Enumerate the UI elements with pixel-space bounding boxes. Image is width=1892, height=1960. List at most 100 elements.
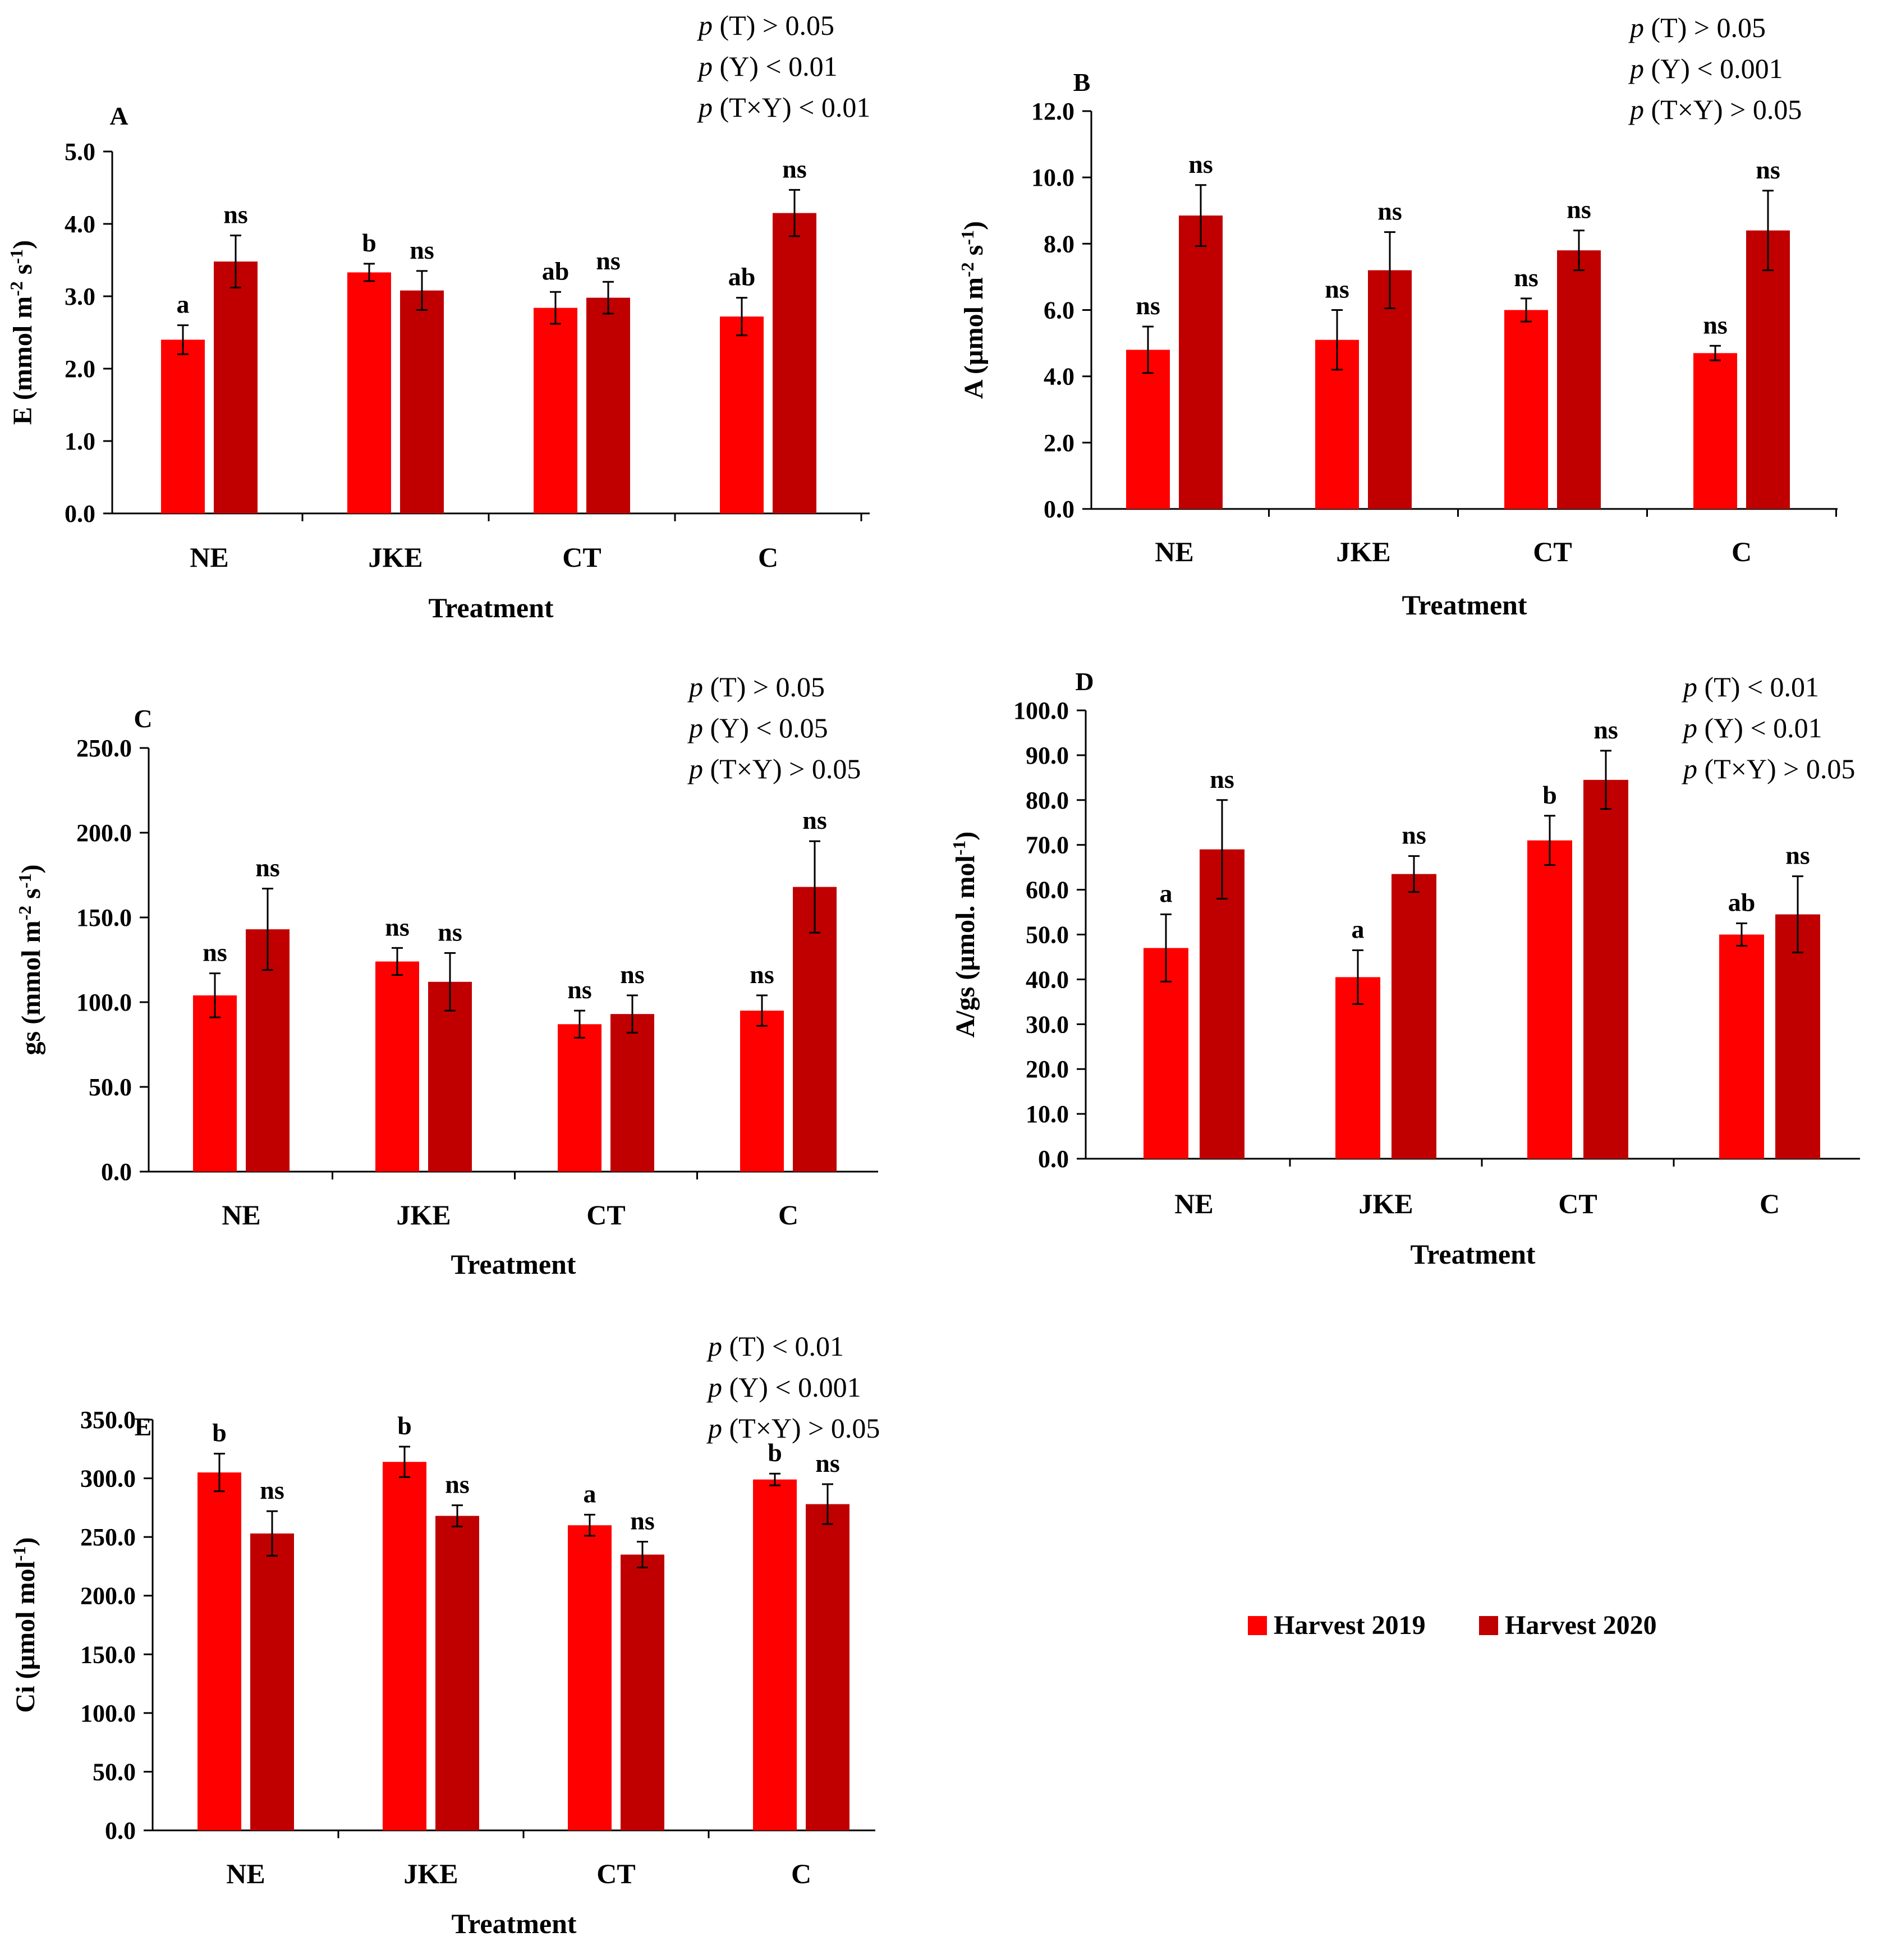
chart-a-bar-2019 [347,272,391,513]
chart-d-significance-label: a [1160,879,1173,908]
chart-a-category-label: JKE [368,541,423,573]
chart-a-category-label: NE [190,541,228,573]
chart-d-bar-2019 [1527,840,1572,1159]
chart-e-significance-label: b [768,1438,782,1467]
chart-d-significance-label: a [1352,915,1365,943]
chart-a-significance-label: ns [223,200,247,229]
chart-e-bar-2019 [753,1479,797,1830]
chart-a-significance-label: ab [728,263,756,291]
chart-c-panel-letter: C [134,704,152,733]
chart-c-category-label: JKE [396,1199,451,1231]
chart-d-panel-letter: D [1075,667,1094,696]
chart-c-significance-label: ns [385,912,409,941]
chart-e-bar-2019 [383,1462,426,1830]
chart-c-bar-2019 [740,1011,784,1172]
chart-c-significance-label: ns [255,853,279,882]
chart-a-stat-line: p (T×Y) < 0.01 [697,91,870,123]
chart-a-ytick-label: 1.0 [65,428,95,455]
chart-e-ytick-label: 250.0 [80,1523,136,1551]
chart-b-category-label: CT [1533,536,1572,567]
chart-e-bar-2020 [621,1554,664,1830]
chart-d-bar-2019 [1144,948,1188,1159]
chart-d-bar-2020 [1200,849,1245,1159]
chart-e-ytick-label: 0.0 [105,1817,136,1844]
chart-b-x-axis-title: Treatment [1402,589,1527,621]
chart-b-category-label: NE [1155,536,1193,567]
chart-c-category-label: C [778,1199,798,1231]
chart-b-ytick-label: 2.0 [1044,429,1074,457]
chart-a-significance-label: a [177,290,190,319]
chart-b-ytick-label: 10.0 [1031,164,1074,191]
chart-c-ytick-label: 150.0 [76,904,132,931]
chart-e-panel-letter: E [135,1412,152,1441]
legend-label-2020: Harvest 2020 [1505,1610,1657,1640]
chart-c-bar-2019 [558,1024,601,1172]
chart-e-bar-2020 [435,1516,479,1830]
chart-a-ytick-label: 4.0 [65,210,95,238]
legend-swatch-2020 [1479,1616,1498,1635]
chart-b-stat-line: p (T×Y) > 0.05 [1628,94,1802,125]
chart-c-bar-2020 [428,981,472,1172]
chart-d-y-axis-title: A/gs (µmol. mol-1) [949,832,980,1038]
chart-b-significance-label: ns [1136,291,1160,320]
chart-d-significance-label: ns [1402,821,1426,850]
chart-b-bar-2020 [1746,230,1790,509]
chart-e-significance-label: ns [815,1449,839,1477]
chart-d-category-label: CT [1558,1188,1597,1219]
chart-a-category-label: CT [562,541,601,573]
chart-d-ytick-label: 80.0 [1026,787,1069,814]
chart-a-ytick-label: 5.0 [65,138,95,166]
chart-c-significance-label: ns [620,960,644,989]
chart-e-ytick-label: 50.0 [93,1758,136,1785]
chart-c-bar-2020 [793,887,837,1172]
chart-a-bar-2019 [534,307,577,513]
chart-a-stat-line: p (T) > 0.05 [697,10,834,41]
chart-e-significance-label: b [212,1419,227,1447]
chart-e-stat-line: p (T) < 0.01 [706,1330,844,1362]
chart-b-ytick-label: 4.0 [1044,363,1074,391]
chart-b: 0.0 2.0 4.0 6.0 8.0 10.0 12.0 NE JKE CT C Treatment… [957,12,1838,621]
chart-b-bar-2019 [1693,353,1737,509]
chart-b-panel-letter: B [1073,68,1091,97]
chart-c-ytick-label: 0.0 [101,1158,132,1186]
chart-b-significance-label: ns [1567,195,1591,224]
chart-b-bar-2020 [1368,270,1412,509]
chart-c-bar-2019 [193,995,237,1172]
chart-a-bar-2020 [586,297,630,513]
chart-e-significance-label: b [397,1411,412,1440]
legend-label-2019: Harvest 2019 [1274,1610,1426,1640]
chart-e-category-label: CT [596,1858,635,1889]
chart-b-significance-label: ns [1188,150,1213,178]
chart-e-significance-label: ns [630,1507,654,1535]
chart-d-significance-label: ab [1728,888,1756,917]
chart-a: 0.0 1.0 2.0 3.0 4.0 5.0 NE JKE CT C Treatment E (mm… [6,10,870,623]
chart-d-ytick-label: 70.0 [1026,832,1069,859]
chart-c-stat-line: p (T) > 0.05 [687,671,825,703]
chart-e-bar-2019 [198,1472,241,1830]
chart-d-stat-line: p (T×Y) > 0.05 [1682,753,1855,784]
chart-c-significance-label: ns [438,917,462,946]
chart-a-panel-letter: A [109,102,128,130]
chart-c-ytick-label: 100.0 [76,989,132,1016]
chart-a-significance-label: ns [410,236,434,264]
chart-b-ytick-label: 8.0 [1044,230,1074,258]
chart-d-ytick-label: 60.0 [1026,876,1069,904]
chart-b-significance-label: ns [1703,310,1727,339]
chart-c-bar-2020 [610,1014,654,1172]
chart-e-category-label: NE [226,1858,265,1889]
chart-d-significance-label: ns [1210,765,1234,793]
chart-d-bar-2019 [1719,934,1764,1159]
chart-e-bar-2020 [806,1504,849,1830]
chart-c-significance-label: ns [750,960,774,989]
chart-d-category-label: NE [1174,1188,1213,1219]
chart-d-ytick-label: 100.0 [1013,697,1069,724]
chart-e-category-label: JKE [403,1858,458,1889]
chart-b-significance-label: ns [1377,197,1402,226]
chart-e: 0.0 50.0 100.0 150.0 200.0 250.0 300.0 350.0 NE J… [9,1330,880,1939]
chart-e-bar-2020 [250,1533,294,1830]
chart-c-ytick-label: 200.0 [76,819,132,847]
chart-d-x-axis-title: Treatment [1410,1238,1535,1270]
chart-a-bar-2019 [720,316,764,513]
chart-b-bar-2019 [1504,310,1548,509]
chart-a-stat-line: p (Y) < 0.01 [697,51,838,82]
